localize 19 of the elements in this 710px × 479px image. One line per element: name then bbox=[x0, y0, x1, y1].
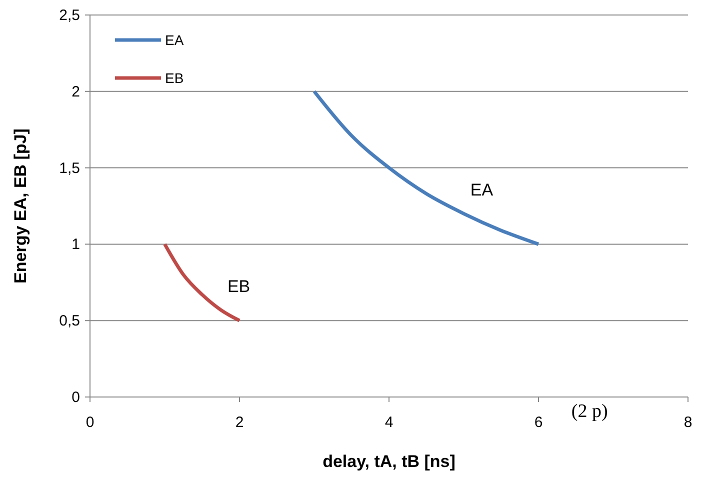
y-tick-label: 2,5 bbox=[59, 7, 80, 24]
text: (2 p) bbox=[571, 401, 608, 422]
x-tick-label: 6 bbox=[534, 414, 543, 431]
x-axis-title: delay, tA, tB [ns] bbox=[322, 452, 456, 471]
text: EA bbox=[470, 180, 494, 200]
y-tick-label: 1 bbox=[72, 236, 80, 254]
y-axis-title: Energy EA, EB [pJ] bbox=[11, 128, 30, 284]
y-tick-label: 0 bbox=[72, 389, 80, 406]
x-tick-label: 4 bbox=[384, 414, 394, 431]
text: EB bbox=[227, 276, 250, 296]
legend-label: EB bbox=[165, 70, 184, 86]
y-tick-label: 2 bbox=[72, 83, 80, 100]
x-tick-label: 8 bbox=[684, 414, 692, 431]
line-series bbox=[312, 90, 540, 246]
x-tick-label: 0 bbox=[86, 414, 94, 431]
y-tick-label: 0,5 bbox=[59, 312, 80, 330]
legend-label: EA bbox=[165, 32, 184, 48]
y-tick-label: 1,5 bbox=[59, 160, 80, 177]
x-tick-label: 2 bbox=[235, 414, 244, 431]
